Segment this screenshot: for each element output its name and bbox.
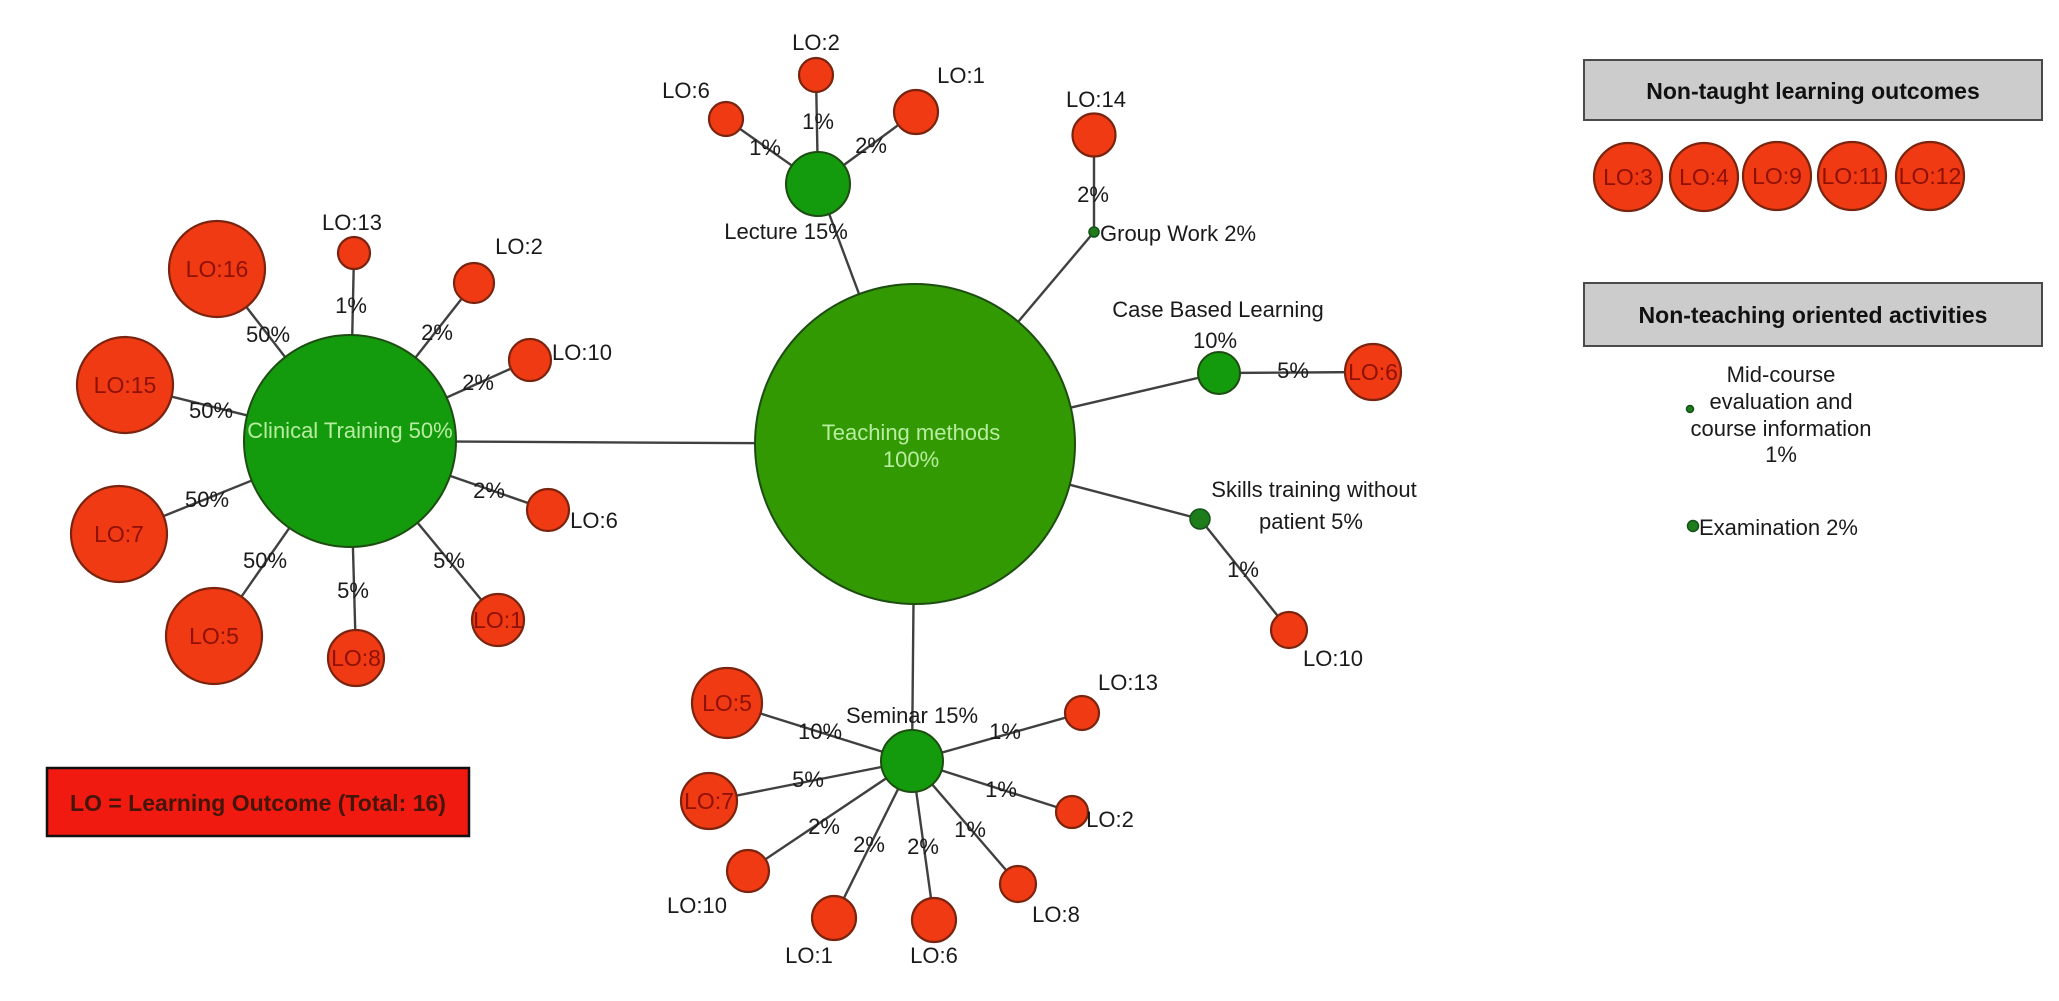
svg-text:LO:13: LO:13 <box>322 210 382 235</box>
svg-text:LO:1: LO:1 <box>785 943 833 968</box>
svg-text:2%: 2% <box>473 478 505 503</box>
svg-text:LO:2: LO:2 <box>1086 807 1134 832</box>
svg-text:2%: 2% <box>421 320 453 345</box>
svg-text:Examination 2%: Examination 2% <box>1699 515 1858 540</box>
svg-text:50%: 50% <box>189 398 233 423</box>
svg-text:Clinical Training 50%: Clinical Training 50% <box>247 418 452 443</box>
svg-text:LO:11: LO:11 <box>1822 163 1883 189</box>
svg-text:LO:2: LO:2 <box>792 30 840 55</box>
svg-text:1%: 1% <box>749 135 781 160</box>
svg-text:LO:5: LO:5 <box>189 623 239 649</box>
svg-text:LO:9: LO:9 <box>1752 163 1802 189</box>
svg-text:LO:7: LO:7 <box>94 521 144 547</box>
svg-text:LO:8: LO:8 <box>1032 902 1080 927</box>
svg-text:50%: 50% <box>185 487 229 512</box>
svg-text:Seminar 15%: Seminar 15% <box>846 703 978 728</box>
svg-text:evaluation and: evaluation and <box>1709 389 1852 414</box>
svg-text:LO:6: LO:6 <box>662 78 710 103</box>
svg-text:Lecture 15%: Lecture 15% <box>724 219 848 244</box>
svg-text:Mid-course: Mid-course <box>1727 362 1836 387</box>
svg-text:LO:13: LO:13 <box>1098 670 1158 695</box>
svg-text:LO:5: LO:5 <box>702 690 752 716</box>
svg-text:5%: 5% <box>1277 358 1309 383</box>
svg-text:10%: 10% <box>1193 328 1237 353</box>
svg-text:5%: 5% <box>337 578 369 603</box>
svg-text:50%: 50% <box>243 548 287 573</box>
svg-text:2%: 2% <box>855 133 887 158</box>
svg-text:2%: 2% <box>1077 182 1109 207</box>
svg-text:1%: 1% <box>985 777 1017 802</box>
svg-text:1%: 1% <box>954 817 986 842</box>
svg-text:2%: 2% <box>808 814 840 839</box>
svg-text:LO:10: LO:10 <box>1303 646 1363 671</box>
svg-text:5%: 5% <box>433 548 465 573</box>
svg-text:LO = Learning Outcome (Total:: LO = Learning Outcome (Total: 16) <box>70 790 446 816</box>
svg-text:1%: 1% <box>802 109 834 134</box>
svg-text:LO:15: LO:15 <box>94 372 157 398</box>
svg-text:1%: 1% <box>335 293 367 318</box>
svg-text:Non-taught learning outcomes: Non-taught learning outcomes <box>1646 78 1980 104</box>
svg-text:LO:7: LO:7 <box>684 788 734 814</box>
svg-text:1%: 1% <box>1227 557 1259 582</box>
svg-text:patient 5%: patient 5% <box>1259 509 1363 534</box>
svg-text:10%: 10% <box>798 719 842 744</box>
svg-text:LO:16: LO:16 <box>186 256 249 282</box>
svg-text:1%: 1% <box>1765 442 1797 467</box>
svg-text:LO:3: LO:3 <box>1603 164 1653 190</box>
svg-text:50%: 50% <box>246 322 290 347</box>
svg-text:LO:2: LO:2 <box>495 234 543 259</box>
svg-text:course information: course information <box>1691 416 1872 441</box>
svg-text:LO:6: LO:6 <box>1348 359 1398 385</box>
svg-text:Teaching methods: Teaching methods <box>822 420 1001 445</box>
svg-text:LO:6: LO:6 <box>910 943 958 968</box>
svg-text:LO:8: LO:8 <box>331 645 381 671</box>
svg-text:LO:1: LO:1 <box>937 63 985 88</box>
svg-text:100%: 100% <box>883 447 939 472</box>
svg-text:5%: 5% <box>792 767 824 792</box>
svg-text:LO:6: LO:6 <box>570 508 618 533</box>
svg-text:1%: 1% <box>989 719 1021 744</box>
svg-text:LO:4: LO:4 <box>1679 164 1729 190</box>
svg-text:Skills training without: Skills training without <box>1211 477 1416 502</box>
svg-text:Non-teaching oriented activiti: Non-teaching oriented activities <box>1639 302 1988 328</box>
svg-text:2%: 2% <box>462 370 494 395</box>
svg-text:LO:14: LO:14 <box>1066 87 1126 112</box>
svg-text:LO:10: LO:10 <box>667 893 727 918</box>
svg-text:Group Work 2%: Group Work 2% <box>1100 221 1256 246</box>
svg-text:LO:10: LO:10 <box>552 340 612 365</box>
svg-text:2%: 2% <box>853 832 885 857</box>
svg-text:Case Based Learning: Case Based Learning <box>1112 297 1324 322</box>
svg-text:LO:12: LO:12 <box>1899 163 1962 189</box>
svg-text:LO:1: LO:1 <box>473 607 523 633</box>
svg-text:2%: 2% <box>907 834 939 859</box>
